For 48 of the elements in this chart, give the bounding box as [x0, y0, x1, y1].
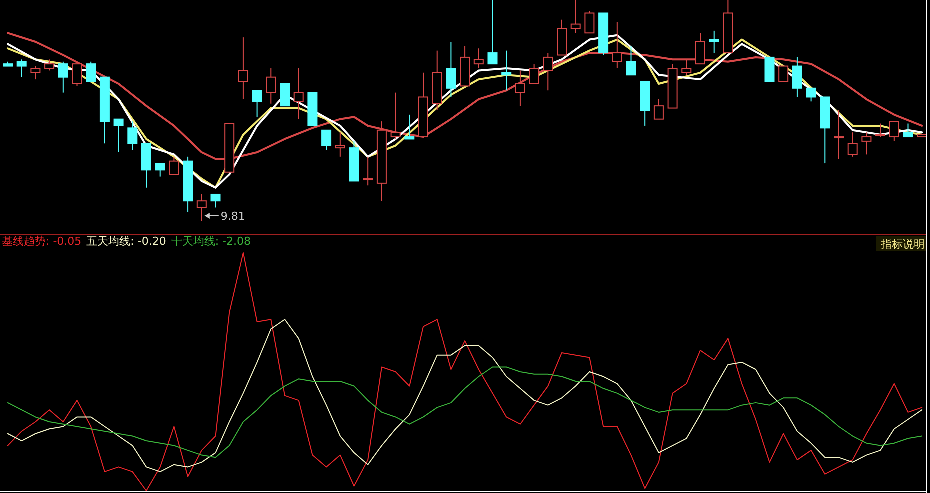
candlestick [792, 56, 802, 98]
candlestick [404, 114, 415, 140]
candlestick [862, 132, 872, 156]
candlestick [238, 37, 248, 100]
candlestick [86, 61, 96, 82]
candlestick [16, 59, 27, 78]
candlestick [682, 59, 692, 76]
candlestick [58, 61, 68, 94]
candlestick [806, 88, 816, 102]
candlestick [169, 156, 180, 176]
candlestick [876, 123, 886, 138]
candlestick [529, 64, 540, 84]
candlestick [363, 156, 374, 186]
candlestick [44, 59, 55, 72]
candlestick [543, 52, 554, 92]
candlestick [488, 0, 498, 65]
candlestick [584, 10, 595, 34]
candlestick [709, 30, 720, 54]
candlestick [155, 163, 166, 178]
candlestick [266, 68, 276, 104]
candlestick [322, 130, 332, 151]
candlestick [294, 68, 304, 120]
annotation: 9.81 [220, 210, 246, 223]
candlestick [335, 132, 346, 158]
text: 基线趋势: -0.05 [2, 235, 82, 248]
text: 五天均线: -0.20 [86, 235, 166, 248]
candlestick [626, 46, 636, 76]
candlestick [30, 66, 41, 80]
candlestick [889, 121, 900, 142]
candlestick [128, 121, 138, 151]
candlestick [654, 98, 664, 120]
text: 十天均线: -2.08 [171, 235, 252, 248]
candlestick [834, 110, 844, 160]
candlestick [474, 48, 484, 70]
candlestick [446, 41, 456, 98]
candlestick [72, 64, 82, 87]
candlestick [903, 123, 914, 138]
candlestick [252, 90, 262, 118]
candlestick [390, 92, 401, 140]
candlestick [848, 132, 858, 158]
candlestick [515, 70, 526, 107]
candlestick [280, 83, 290, 107]
text: 指标说明 [880, 238, 925, 251]
candlestick [570, 0, 581, 34]
candlestick [210, 194, 221, 208]
candlestick [114, 118, 124, 153]
candlestick [778, 66, 789, 82]
candlestick [502, 50, 512, 92]
